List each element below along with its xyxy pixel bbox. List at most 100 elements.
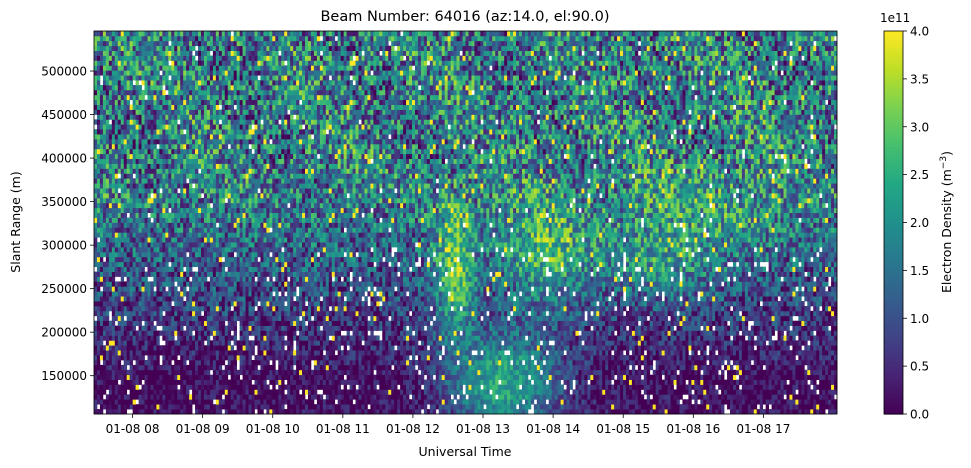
heatmap-cell	[195, 305, 199, 312]
heatmap-cell	[834, 320, 838, 326]
heatmap-cell	[361, 359, 365, 366]
heatmap-cell	[200, 409, 205, 415]
heatmap-cell	[162, 384, 166, 390]
heatmap-cell	[706, 330, 710, 336]
heatmap-cell	[275, 394, 279, 400]
heatmap-cell	[738, 409, 743, 415]
heatmap-cell	[117, 310, 122, 317]
heatmap-cell	[756, 345, 761, 351]
heatmap-cell	[468, 315, 472, 322]
heatmap-cell	[792, 359, 796, 366]
heatmap-cell	[423, 359, 428, 366]
heatmap-cell	[533, 330, 538, 336]
heatmap-cell	[263, 310, 267, 317]
heatmap-cell	[697, 330, 701, 336]
heatmap-cell	[667, 364, 671, 371]
heatmap-cell	[724, 364, 728, 371]
heatmap-cell	[287, 350, 291, 356]
heatmap-cell	[346, 320, 350, 326]
heatmap-cell	[643, 389, 648, 395]
heatmap-cell	[652, 335, 657, 341]
heatmap-cell	[492, 369, 496, 376]
heatmap-cell	[129, 404, 133, 410]
heatmap-cell	[759, 315, 764, 322]
heatmap-cell	[206, 315, 211, 322]
heatmap-cell	[667, 374, 671, 380]
heatmap-cell	[519, 320, 523, 326]
heatmap-cell	[171, 369, 175, 376]
heatmap-cell	[732, 330, 737, 336]
heatmap-cell	[94, 345, 98, 351]
heatmap-cell	[750, 310, 755, 317]
heatmap-cell	[599, 310, 603, 317]
heatmap-cell	[189, 369, 193, 376]
heatmap-cell	[450, 330, 454, 336]
heatmap-cell	[756, 369, 761, 376]
heatmap-cell	[322, 325, 327, 331]
heatmap-cell	[756, 330, 761, 336]
heatmap-cell	[468, 310, 472, 317]
heatmap-cell	[774, 345, 778, 351]
heatmap-cell	[203, 369, 208, 376]
heatmap-cell	[159, 394, 163, 400]
heatmap-cell	[453, 369, 457, 376]
heatmap-cell	[685, 384, 689, 390]
heatmap-cell	[438, 399, 443, 405]
heatmap-cell	[652, 369, 657, 376]
heatmap-cell	[313, 404, 318, 410]
heatmap-cell	[426, 369, 431, 376]
heatmap-cell	[281, 359, 285, 366]
heatmap-cell	[486, 369, 490, 376]
heatmap-cell	[352, 350, 356, 356]
heatmap-cell	[721, 359, 725, 366]
heatmap-cell	[655, 325, 660, 331]
heatmap-cell	[732, 359, 737, 366]
heatmap-cell	[358, 384, 362, 390]
heatmap-cell	[524, 409, 529, 415]
heatmap-cell	[212, 315, 217, 322]
heatmap-cell	[138, 404, 142, 410]
heatmap-cell	[364, 374, 368, 380]
heatmap-cell	[640, 330, 645, 336]
heatmap-cell	[566, 345, 570, 351]
heatmap-cell	[174, 374, 178, 380]
heatmap-cell	[218, 345, 223, 351]
heatmap-cell	[780, 374, 784, 380]
heatmap-cell	[611, 325, 615, 331]
heatmap-cell	[462, 310, 466, 317]
heatmap-cell	[438, 394, 443, 400]
heatmap-cell	[281, 335, 285, 341]
heatmap-cell	[150, 374, 154, 380]
heatmap-cell	[471, 325, 475, 331]
heatmap-cell	[510, 335, 514, 341]
heatmap-cell	[168, 325, 172, 331]
heatmap-cell	[735, 369, 740, 376]
heatmap-cell	[625, 359, 630, 366]
heatmap-cell	[801, 384, 805, 390]
heatmap-cell	[504, 340, 508, 346]
heatmap-cell	[200, 330, 205, 336]
heatmap-cell	[735, 359, 740, 366]
heatmap-cell	[382, 335, 386, 341]
heatmap-cell	[447, 374, 451, 380]
heatmap-cell	[712, 355, 716, 361]
heatmap-cell	[753, 409, 758, 415]
heatmap-cell	[519, 315, 523, 322]
heatmap-cell	[456, 389, 460, 395]
heatmap-cell	[521, 394, 526, 400]
heatmap-cell	[287, 379, 291, 385]
heatmap-cell	[352, 364, 356, 371]
heatmap-cell	[203, 399, 208, 405]
heatmap-cell	[727, 399, 731, 405]
heatmap-cell	[296, 315, 300, 322]
heatmap-cell	[590, 389, 594, 395]
heatmap-cell	[465, 335, 469, 341]
heatmap-cell	[819, 374, 823, 380]
heatmap-cell	[379, 384, 383, 390]
heatmap-cell	[198, 404, 202, 410]
heatmap-cell	[218, 399, 223, 405]
heatmap-cell	[471, 335, 475, 341]
heatmap-cell	[316, 359, 321, 366]
heatmap-cell	[679, 394, 683, 400]
heatmap-cell	[456, 335, 460, 341]
